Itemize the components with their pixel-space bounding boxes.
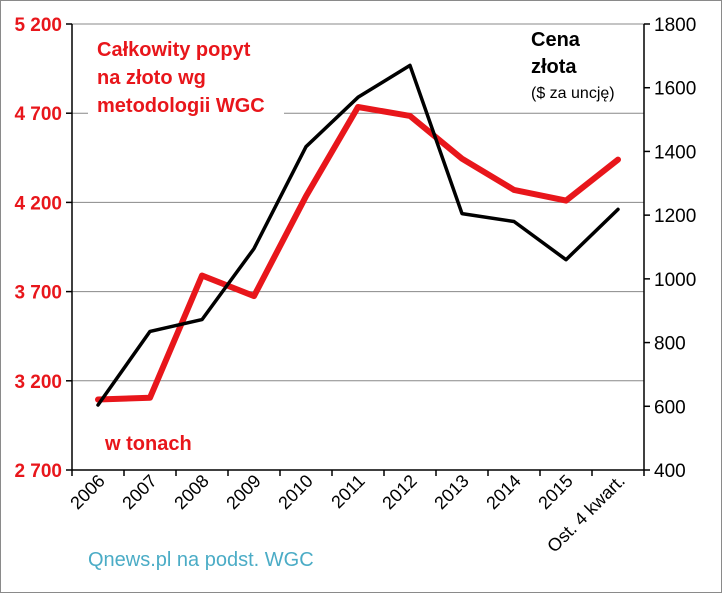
right-tick-label: 600 <box>654 397 686 418</box>
left-tick-label: 2 700 <box>14 461 62 482</box>
x-tick-label: 2012 <box>378 471 420 513</box>
x-tick-label: 2014 <box>482 471 524 513</box>
right-title-line-2: złota <box>531 56 577 78</box>
gold-demand-line <box>95 104 621 403</box>
left-title-line-1: Całkowity popyt <box>97 39 251 61</box>
left-tick-label: 3 200 <box>14 372 62 393</box>
left-tick-label: 5 200 <box>14 15 62 36</box>
right-subtitle: ($ za uncję) <box>531 85 615 102</box>
right-tick-label: 1000 <box>654 270 696 291</box>
right-tick-label: 800 <box>654 334 686 355</box>
x-tick-label: 2010 <box>274 471 316 513</box>
x-tick-label: 2007 <box>118 471 160 513</box>
x-tick-label: 2013 <box>430 471 472 513</box>
unit-note: w tonach <box>104 433 192 455</box>
right-tick-label: 1400 <box>654 142 696 163</box>
source-label: Qnews.pl na podst. WGC <box>88 549 314 571</box>
x-tick-label: 2009 <box>222 471 264 513</box>
gold-price-line <box>96 63 620 407</box>
x-tick-label: 2015 <box>534 471 576 513</box>
right-tick-label: 1200 <box>654 206 696 227</box>
right-title-line-1: Cena <box>531 29 581 51</box>
left-tick-label: 3 700 <box>14 283 62 304</box>
right-tick-label: 400 <box>654 461 686 482</box>
left-tick-label: 4 700 <box>14 104 62 125</box>
right-tick-label: 1600 <box>654 79 696 100</box>
right-title-backing <box>524 30 629 108</box>
x-tick-label: 2011 <box>327 471 369 513</box>
left-tick-label: 4 200 <box>14 193 62 214</box>
x-tick-label: 2008 <box>170 471 212 513</box>
left-title-backing <box>88 34 284 124</box>
left-title-line-3: metodologii WGC <box>97 95 265 117</box>
left-title-line-2: na złoto wg <box>97 67 206 89</box>
x-tick-label: 2006 <box>66 471 108 513</box>
right-tick-label: 1800 <box>654 15 696 36</box>
